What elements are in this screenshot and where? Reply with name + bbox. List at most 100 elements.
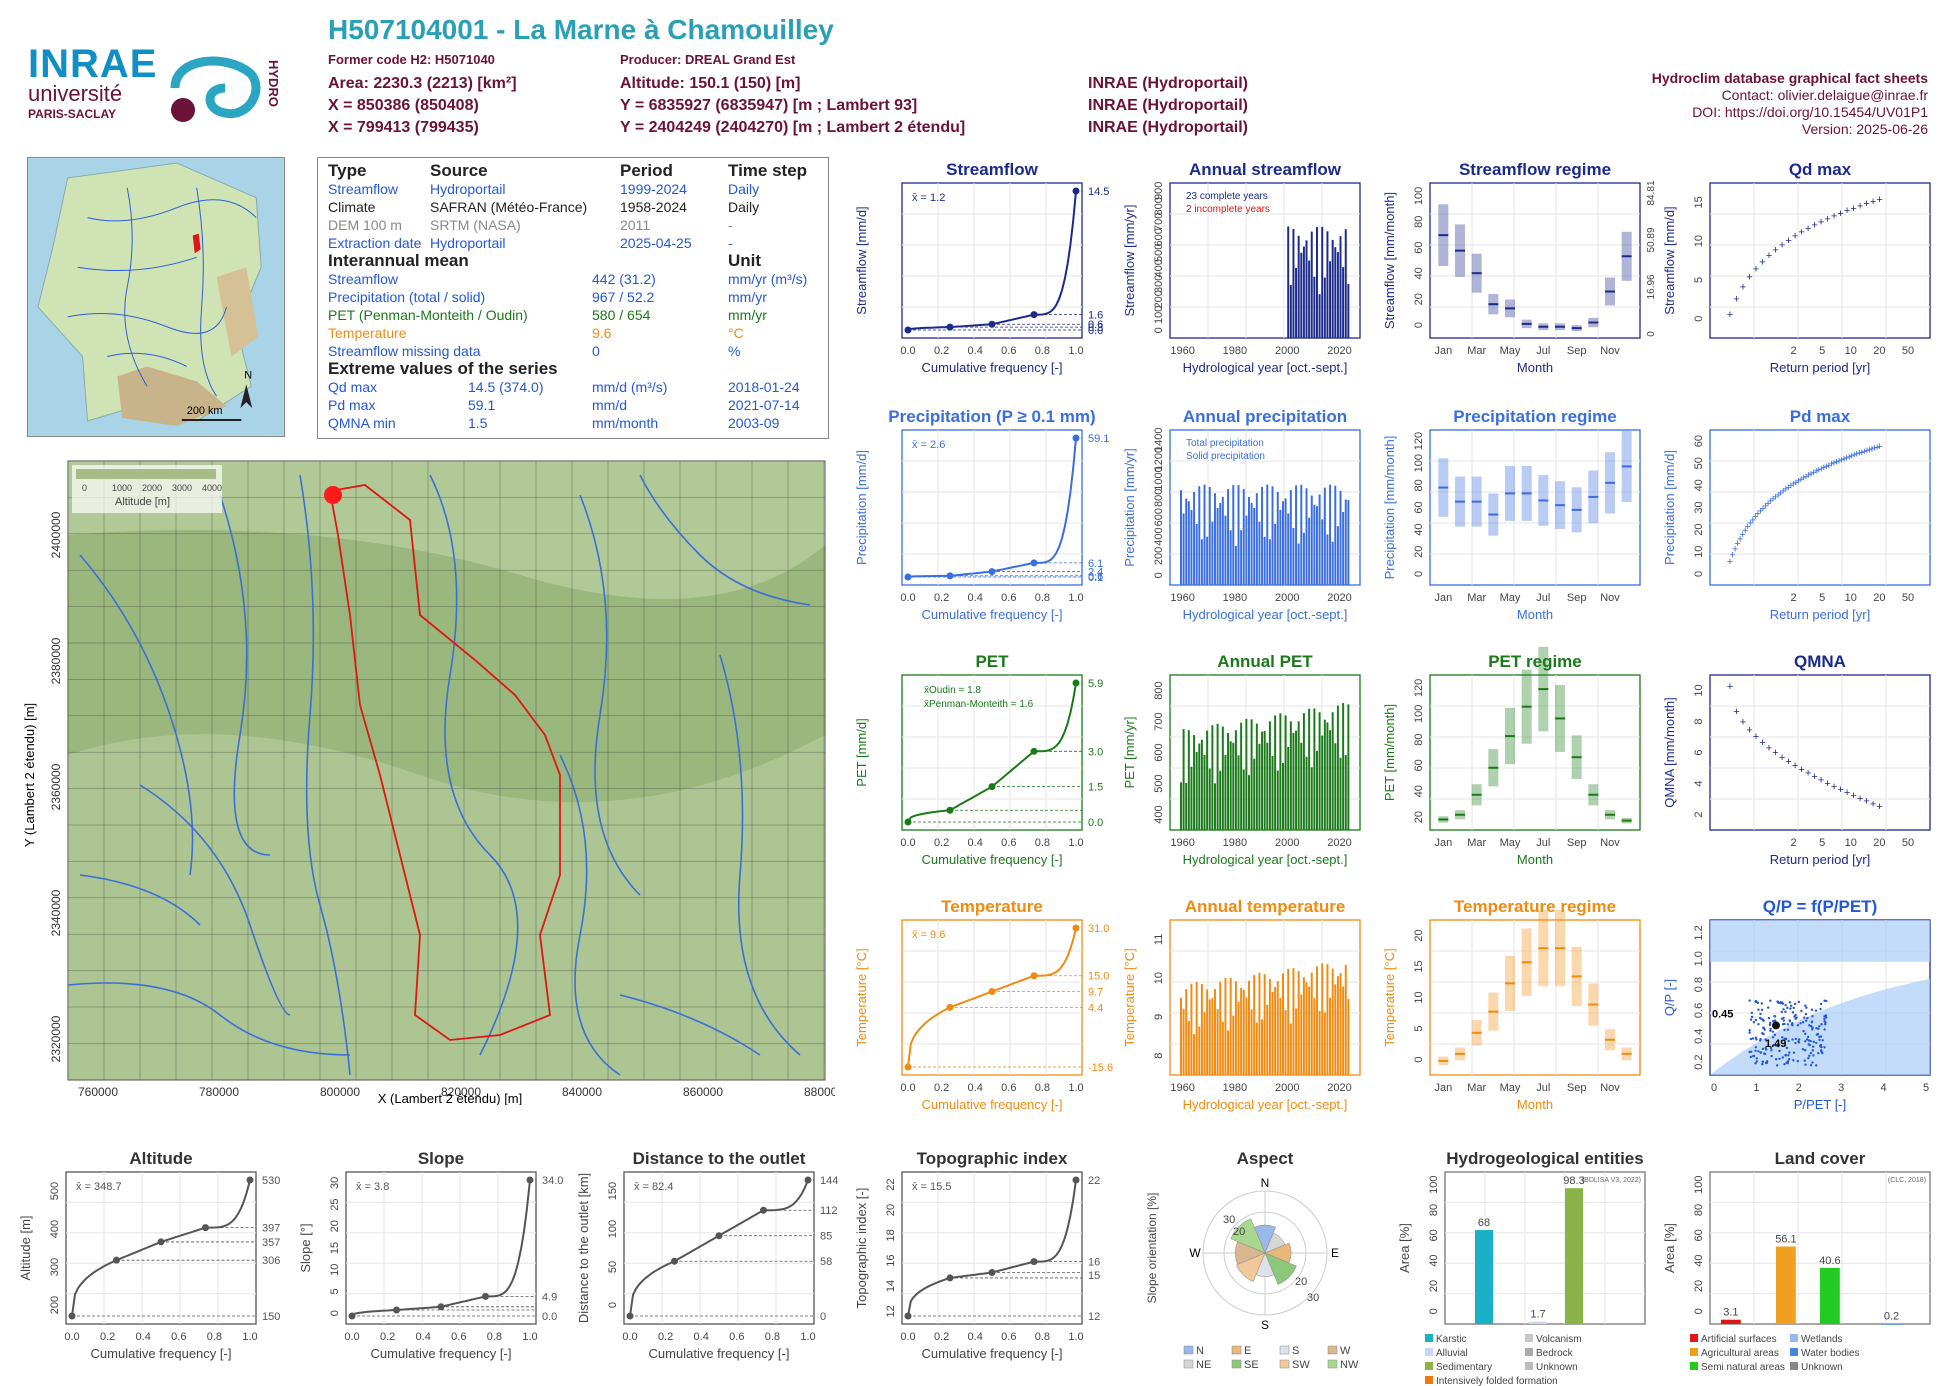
quantile-point (157, 1238, 165, 1246)
daily-point (1760, 1002, 1764, 1005)
frequency-point: + (1869, 443, 1875, 455)
annual-bar (1242, 489, 1245, 585)
frequency-point: + (1811, 220, 1817, 232)
frequency-point: + (1863, 796, 1869, 808)
legend-entry: Artificial surfaces (1701, 1334, 1777, 1345)
y-tick-label: 11 (1153, 934, 1165, 945)
legend-entry: Karstic (1436, 1334, 1467, 1345)
x-tick-label: 1.0 (1068, 1331, 1083, 1343)
daily-point (1791, 1011, 1795, 1014)
info-row-dem: DEM 100 m SRTM (NASA) 2011 - (328, 216, 818, 234)
right-tick-label: 4.4 (1088, 1002, 1103, 1014)
daily-point (1761, 1047, 1765, 1051)
chart-title: Topographic index (917, 1149, 1068, 1168)
daily-point (1752, 1054, 1755, 1058)
frequency-point: + (1759, 737, 1765, 749)
daily-point (1783, 1037, 1786, 1040)
x-tick-label: 0.2 (100, 1331, 115, 1343)
x-tick-label: 2020 (1327, 1082, 1351, 1094)
y-tick-label: 9 (1153, 1014, 1165, 1020)
legend-swatch (1690, 1362, 1698, 1370)
x-axis-label: P/PET [-] (1794, 1097, 1847, 1112)
chart-title: Q/P = f(P/PET) (1763, 897, 1877, 916)
annual-bar (1240, 988, 1243, 1075)
frequency-point: + (1861, 446, 1867, 458)
frequency-point: + (1816, 464, 1822, 476)
y-axis-label: QMNA [mm/month] (1662, 697, 1677, 808)
x-tick-label: 0.2 (934, 345, 949, 357)
y-tick-label: 60 (1428, 1229, 1440, 1241)
annual-bar (1271, 991, 1274, 1075)
y-axis-label: PET [mm/d] (854, 718, 869, 786)
x-tick-label: 0.0 (900, 837, 915, 849)
daily-point (1823, 1023, 1827, 1026)
daily-point (1798, 1038, 1801, 1041)
ring-tick-label: 20 (1295, 1276, 1307, 1288)
daily-point (1809, 1051, 1813, 1055)
daily-point (1802, 1029, 1805, 1033)
frequency-point: + (1824, 213, 1830, 225)
right-tick-label: 34.0 (542, 1175, 563, 1187)
mean-label: x̄ = 9.6 (912, 929, 945, 941)
annual-bar (1334, 743, 1337, 830)
area: Area: 2230.3 (2213) [km²] (328, 75, 517, 92)
y-tick-label: 20 (1428, 1280, 1440, 1292)
quantile-point (904, 818, 912, 826)
frequency-point: + (1846, 451, 1852, 463)
x-tick-label: 2 (1791, 592, 1797, 604)
entity-bar (1881, 1323, 1902, 1325)
legend-swatch (1525, 1362, 1533, 1370)
frequency-point: + (1831, 211, 1837, 223)
y-tick-label: 600 (1153, 508, 1165, 526)
annual-bar (1258, 972, 1261, 1075)
legend-entry: Alluvial (1436, 1348, 1468, 1359)
mean-value: 0 (592, 343, 600, 359)
daily-point (1786, 1006, 1789, 1010)
right-tick-label: 16 (1088, 1257, 1100, 1269)
daily-point (1819, 1007, 1822, 1011)
daily-point (1806, 1035, 1810, 1039)
annual-bar (1195, 982, 1198, 1075)
info-cell: 1958-2024 (620, 199, 687, 215)
y-axis-label: Streamflow [mm/month] (1382, 192, 1397, 329)
y-tick-label: 500 (1153, 244, 1165, 262)
x-tick-label: 50 (1902, 345, 1914, 357)
annual-bar (1224, 755, 1227, 830)
plot-frame (623, 1171, 815, 1325)
daily-point (1754, 999, 1758, 1003)
plot-frame (345, 1171, 537, 1325)
frequency-point: + (1826, 460, 1832, 472)
daily-point (1809, 1039, 1812, 1043)
inrae-logo: INRAE université PARIS-SACLAY (28, 42, 157, 121)
x-tick-label: 1960 (1170, 345, 1194, 357)
daily-point (1766, 1006, 1770, 1009)
info-cell: 1999-2024 (620, 181, 687, 197)
x-tick-label: 0.4 (968, 837, 983, 849)
frequency-point: + (1851, 450, 1857, 462)
annual-bar (1227, 733, 1230, 830)
daily-point (1770, 1054, 1773, 1058)
daily-point (1771, 1036, 1775, 1039)
legend-entry: Unknown (1536, 1362, 1578, 1373)
extreme-value: 14.5 (374.0) (468, 379, 544, 395)
daily-point (1748, 999, 1751, 1002)
month-tick-label: May (1500, 837, 1521, 849)
daily-point (1814, 1064, 1818, 1067)
station-title: H507104001 - La Marne à Chamouilley (328, 14, 834, 45)
frequency-point: + (1753, 731, 1759, 743)
daily-point (1777, 1042, 1780, 1046)
legend-swatch (1425, 1334, 1433, 1342)
annual-bar (1263, 536, 1266, 585)
annual-bar (1266, 1004, 1269, 1075)
annual-bar (1266, 484, 1269, 585)
frequency-point: + (1837, 784, 1843, 796)
annual-bar (1287, 226, 1290, 338)
x-tick-label: 2020 (1327, 345, 1351, 357)
legend-entry: E (1244, 1345, 1251, 1357)
north-label: N (244, 369, 252, 381)
annual-bar (1190, 766, 1193, 830)
universite-logo-text: université (28, 81, 123, 106)
y-tick-label: 80 (1428, 1204, 1440, 1216)
x-tick-label: 1.0 (1068, 1082, 1083, 1094)
frequency-point: + (1870, 196, 1876, 208)
